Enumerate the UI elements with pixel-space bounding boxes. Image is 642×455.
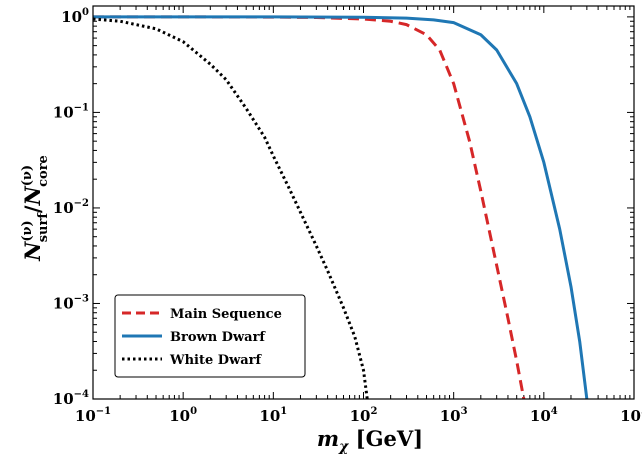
x-tick-label: 104 [530,406,558,425]
tick-labels-layer: 10−1 100 101 102 103 104 105 10−4 10−3 10−2 10−1 10… [53,7,642,425]
series-layer [93,15,589,399]
y-tick-label: 100 [61,7,89,26]
x-tick-label: 100 [169,406,197,425]
x-tick-label: 105 [620,406,642,425]
series-line-main-sequence [93,15,526,399]
x-axis-title: mχ [GeV] [317,426,423,455]
y-tick-label: 10−2 [53,198,89,217]
legend-label-white-dwarf: White Dwarf [169,353,263,368]
ticks-layer [92,6,635,400]
plot-frame [92,5,635,400]
y-axis-title: N(ν)surf/N(ν)core [20,155,51,262]
x-tick-label: 102 [350,406,378,425]
series-line-white-dwarf [93,17,369,399]
y-tick-label: 10−3 [53,293,89,312]
series-line-brown-dwarf [93,15,589,399]
y-tick-label: 10−1 [53,102,89,121]
legend: Main Sequence Brown Dwarf White Dwarf [114,294,306,378]
x-tick-label: 101 [259,406,287,425]
legend-label-main-sequence: Main Sequence [170,307,282,322]
y-tick-label: 10−4 [53,389,89,408]
x-tick-label: 10−1 [75,406,111,425]
legend-box [114,294,306,378]
x-tick-label: 103 [440,406,468,425]
legend-label-brown-dwarf: Brown Dwarf [170,330,266,345]
